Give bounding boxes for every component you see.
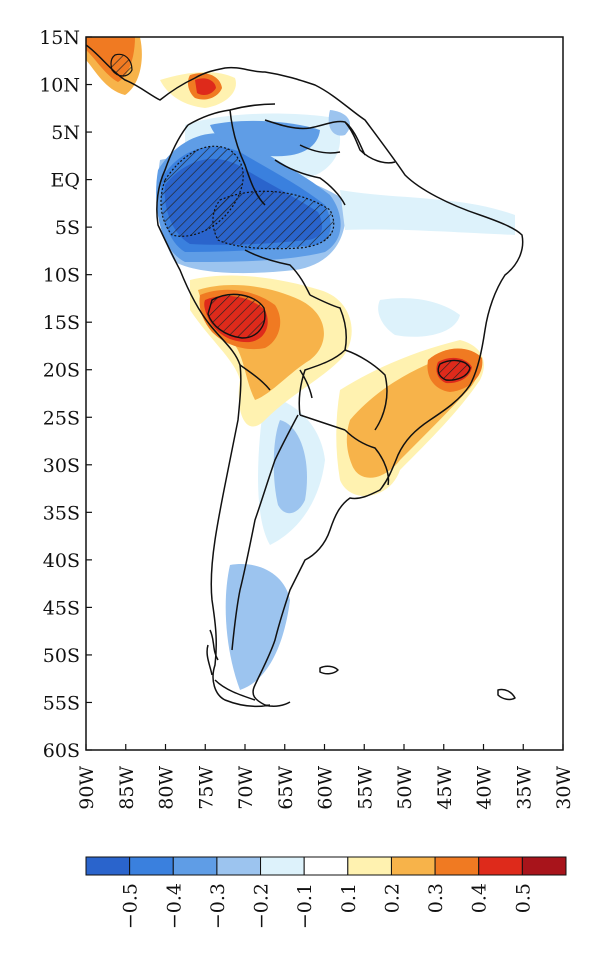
colorbar-label: −0.3 [207,883,229,929]
colorbar: −0.5 −0.4 −0.3 −0.2 −0.1 0.1 0.2 0.3 0.4 0.5 [85,856,567,929]
y-tick-label: 10N [39,75,80,97]
x-tick-label: 80W [156,766,178,810]
x-tick-label: 65W [275,766,297,810]
colorbar-label: 0.5 [512,883,534,913]
colorbar-swatch [172,856,218,876]
colorbar-swatch [521,856,567,876]
colorbar-label: 0.4 [469,883,491,913]
continent-outline [86,44,524,708]
colorbar-swatch [347,856,392,876]
colorbar-swatch [390,856,436,876]
x-tick-label: 85W [116,766,138,810]
y-tick-label: 25S [43,407,80,429]
y-tick-label: 35S [43,502,80,524]
x-tick-label: 70W [235,766,257,810]
x-tick-label: 90W [76,766,98,810]
y-tick-label: 5N [51,122,80,144]
x-tick-label: 30W [553,766,575,810]
y-tick-label: 10S [43,265,80,287]
y-tick-label: 60S [43,740,80,762]
colorbar-label: −0.4 [163,883,185,929]
y-tick-label: 50S [43,645,80,667]
x-tick-label: 55W [354,766,376,810]
colorbar-swatch [216,856,262,876]
y-tick-label: 40S [43,550,80,572]
colorbar-swatch [85,856,131,876]
y-tick-label: 15S [43,312,80,334]
x-axis: 90W 85W 80W 75W 70W 65W 60W 55W 50W 45W 40W 35W 30W [76,744,575,810]
x-tick-label: 75W [195,766,217,810]
x-tick-label: 50W [394,766,416,810]
significance-hatching [110,53,471,381]
y-tick-label: 20S [43,360,80,382]
colorbar-label: −0.2 [251,883,273,929]
y-tick-label: EQ [51,170,80,192]
y-tick-label: 55S [43,692,80,714]
x-tick-label: 60W [315,766,337,810]
x-tick-label: 45W [434,766,456,810]
colorbar-swatch [478,856,523,876]
y-tick-label: 45S [43,597,80,619]
colorbar-label: 0.2 [381,883,403,913]
colorbar-swatch [260,856,305,876]
x-tick-label: 35W [513,766,535,810]
colorbar-swatch [303,856,349,876]
x-tick-label: 40W [474,766,496,810]
colorbar-swatch [434,856,480,876]
colorbar-label: 0.1 [338,883,360,913]
y-tick-label: 30S [43,455,80,477]
colorbar-label: −0.5 [120,883,142,929]
colorbar-label: −0.1 [294,883,316,929]
y-axis: 15N 10N 5N EQ 5S 10S 15S 20S 25S 30S 35S 40S 45S 50S 5… [39,27,92,762]
colorbar-swatch [129,856,174,876]
y-tick-label: 15N [39,27,80,49]
y-tick-label: 5S [55,217,80,239]
colorbar-label: 0.3 [425,883,447,913]
